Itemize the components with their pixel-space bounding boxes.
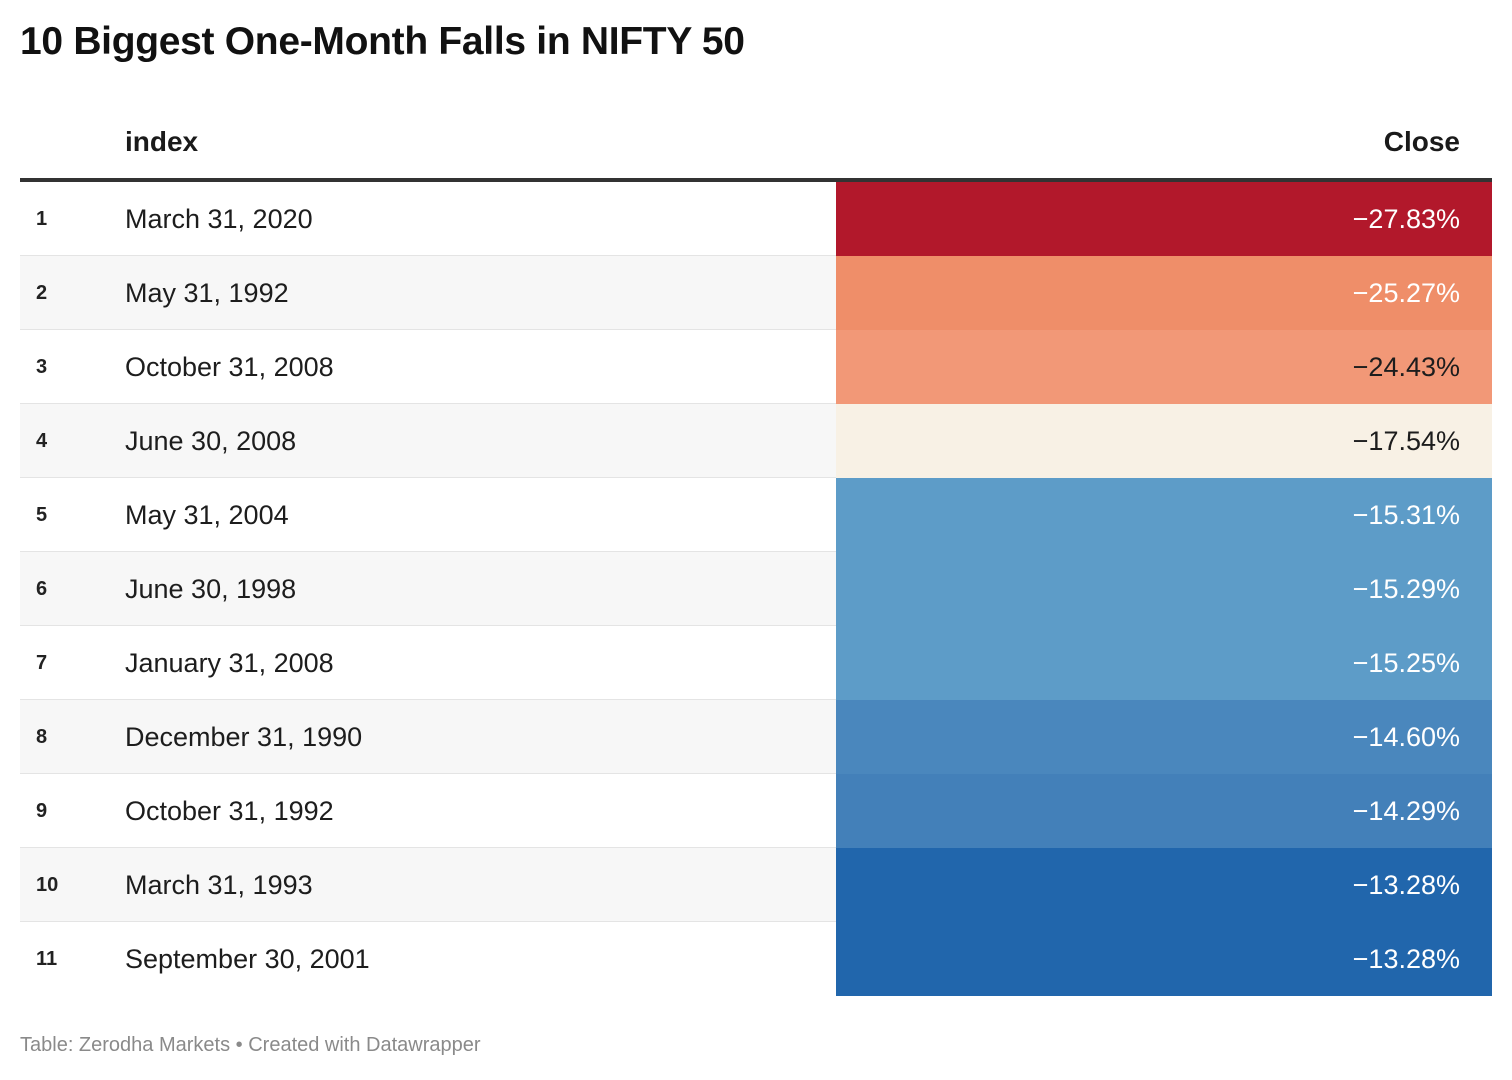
close-value: −13.28% <box>1352 944 1460 974</box>
row-date: September 30, 2001 <box>125 944 370 974</box>
column-header-index[interactable]: index <box>125 126 199 157</box>
close-heat-cell: −27.83% <box>836 182 1492 256</box>
row-rank: 1 <box>36 208 48 230</box>
table-row: 3 October 31, 2008 −24.43% <box>20 330 1492 404</box>
table-body: 1 March 31, 2020 −27.83% 2 May 31, 1992 −25.2… <box>20 182 1492 996</box>
row-rank: 11 <box>36 948 58 970</box>
column-header-close[interactable]: Close <box>1383 126 1460 157</box>
row-date: January 31, 2008 <box>125 648 334 678</box>
table-title: 10 Biggest One-Month Falls in NIFTY 50 <box>20 20 745 63</box>
close-value: −15.29% <box>1352 574 1460 604</box>
row-rank: 8 <box>36 726 48 748</box>
row-rank: 5 <box>36 504 48 526</box>
close-value: −17.54% <box>1352 426 1460 456</box>
close-heat-cell: −24.43% <box>836 330 1492 404</box>
close-heat-cell: −15.31% <box>836 478 1492 552</box>
row-rank: 3 <box>36 356 48 378</box>
row-date: March 31, 2020 <box>125 204 313 234</box>
close-heat-cell: −15.25% <box>836 626 1492 700</box>
table-row: 1 March 31, 2020 −27.83% <box>20 182 1492 256</box>
row-date: October 31, 2008 <box>125 352 334 382</box>
close-value: −25.27% <box>1352 278 1460 308</box>
close-heat-cell: −25.27% <box>836 256 1492 330</box>
table-row: 10 March 31, 1993 −13.28% <box>20 848 1492 922</box>
row-date: June 30, 2008 <box>125 426 297 456</box>
close-value: −14.60% <box>1352 722 1460 752</box>
row-rank: 2 <box>36 282 48 304</box>
falls-table: index Close 1 March 31, 2020 −27.83% 2 May 3… <box>20 108 1492 996</box>
table-row: 2 May 31, 1992 −25.27% <box>20 256 1492 330</box>
close-value: −14.29% <box>1352 796 1460 826</box>
table-row: 5 May 31, 2004 −15.31% <box>20 478 1492 552</box>
table-row: 8 December 31, 1990 −14.60% <box>20 700 1492 774</box>
table-header: index Close <box>20 108 1492 182</box>
close-value: −27.83% <box>1352 204 1460 234</box>
row-date: May 31, 1992 <box>125 278 289 308</box>
table-row: 9 October 31, 1992 −14.29% <box>20 774 1492 848</box>
row-date: March 31, 1993 <box>125 870 313 900</box>
close-heat-cell: −13.28% <box>836 922 1492 996</box>
row-rank: 10 <box>36 874 59 896</box>
row-date: May 31, 2004 <box>125 500 289 530</box>
row-date: October 31, 1992 <box>125 796 334 826</box>
close-value: −15.31% <box>1352 500 1460 530</box>
table-row: 7 January 31, 2008 −15.25% <box>20 626 1492 700</box>
close-heat-cell: −15.29% <box>836 552 1492 626</box>
row-rank: 6 <box>36 578 48 600</box>
close-heat-cell: −13.28% <box>836 848 1492 922</box>
row-rank: 9 <box>36 800 48 822</box>
row-date: June 30, 1998 <box>125 574 297 604</box>
table-row: 4 June 30, 2008 −17.54% <box>20 404 1492 478</box>
table-row: 11 September 30, 2001 −13.28% <box>20 922 1492 996</box>
close-value: −15.25% <box>1352 648 1460 678</box>
close-heat-cell: −14.60% <box>836 700 1492 774</box>
source-footer: Table: Zerodha Markets • Created with Da… <box>20 1034 481 1056</box>
close-value: −24.43% <box>1352 352 1460 382</box>
row-rank: 4 <box>36 430 48 452</box>
table-row: 6 June 30, 1998 −15.29% <box>20 552 1492 626</box>
row-rank: 7 <box>36 652 48 674</box>
row-date: December 31, 1990 <box>125 722 363 752</box>
close-heat-cell: −17.54% <box>836 404 1492 478</box>
close-heat-cell: −14.29% <box>836 774 1492 848</box>
close-value: −13.28% <box>1352 870 1460 900</box>
